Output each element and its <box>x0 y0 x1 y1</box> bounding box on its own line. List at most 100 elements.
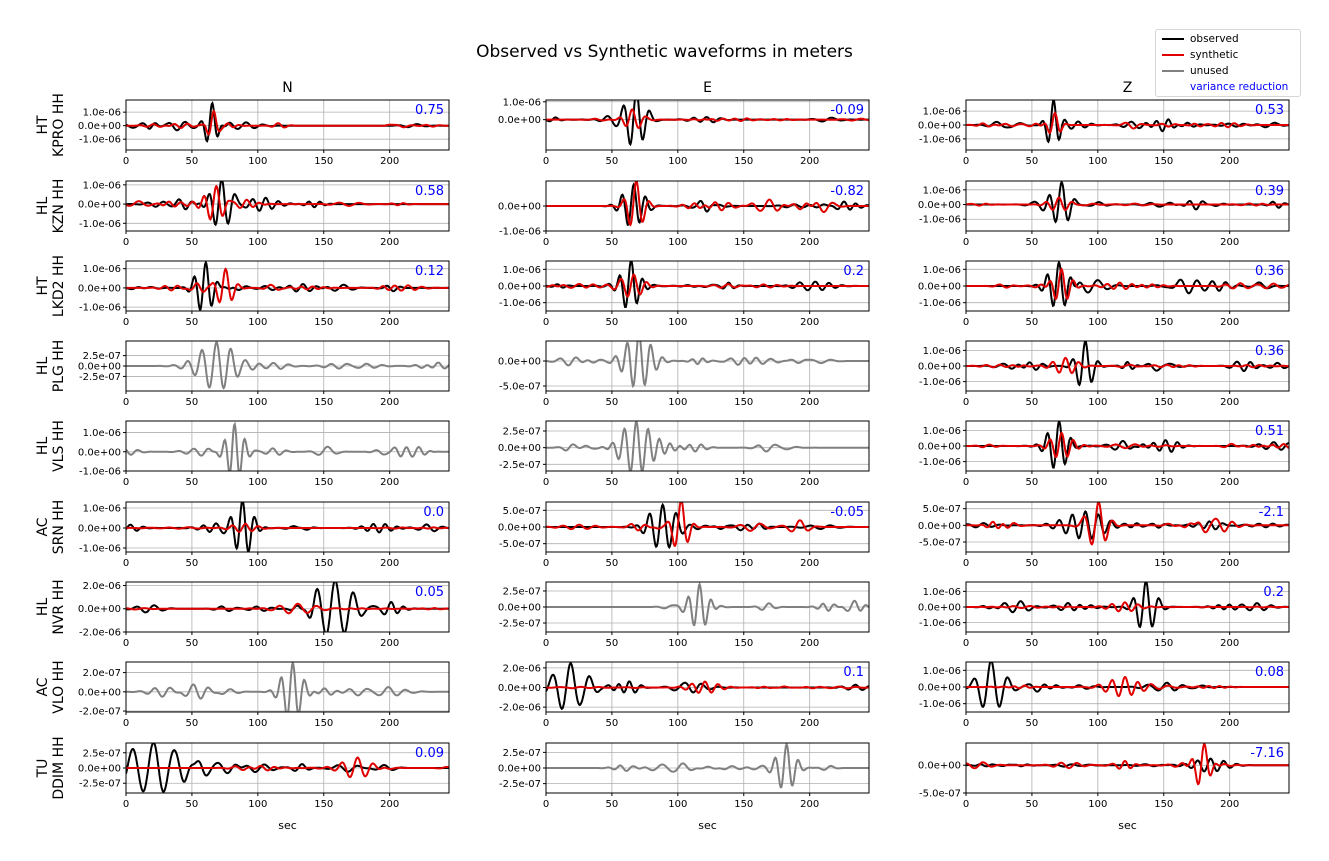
x-tick-label: 150 <box>734 638 753 649</box>
x-tick-label: 0 <box>123 638 129 649</box>
x-tick-label: 100 <box>668 638 687 649</box>
x-tick-label: 100 <box>668 156 687 167</box>
x-tick-label: 100 <box>248 397 267 408</box>
y-tick-label: 0.0e+00 <box>918 362 961 373</box>
y-tick-label: 0.0e+00 <box>918 282 961 293</box>
x-tick-label: 100 <box>248 477 267 488</box>
x-tick-label: 150 <box>1154 156 1173 167</box>
y-tick-label: 0.0e+00 <box>78 447 121 458</box>
x-tick-label: 50 <box>186 799 199 810</box>
y-tick-label: 1.0e-06 <box>923 185 961 196</box>
x-tick-label: 150 <box>1154 638 1173 649</box>
synthetic-waveform <box>546 181 869 227</box>
x-tick-label: 200 <box>1220 477 1239 488</box>
x-tick-label: 200 <box>800 799 819 810</box>
y-tick-label: -1.0e-06 <box>919 618 961 629</box>
x-tick-label: 200 <box>380 558 399 569</box>
x-tick-label: 0 <box>123 317 129 328</box>
x-tick-label: 50 <box>186 477 199 488</box>
y-tick-label: 1.0e-06 <box>923 587 961 598</box>
x-tick-label: 150 <box>314 237 333 248</box>
synthetic-waveform <box>126 267 449 304</box>
x-tick-label: 100 <box>668 237 687 248</box>
x-tick-label: 50 <box>606 558 619 569</box>
synthetic-waveform <box>546 273 869 298</box>
station-name-label: VLO HH <box>51 660 67 713</box>
y-tick-label: 0.0e+00 <box>78 200 121 211</box>
panel-7-n-frame <box>125 661 450 713</box>
x-tick-label: 50 <box>606 638 619 649</box>
x-tick-label: 150 <box>734 237 753 248</box>
x-tick-label: 200 <box>1220 638 1239 649</box>
y-tick-label: 5.0e-07 <box>923 504 961 515</box>
variance-reduction-value: -0.82 <box>830 184 864 199</box>
x-tick-label: 200 <box>800 237 819 248</box>
variance-reduction-value: -2.1 <box>1259 505 1284 520</box>
synthetic-waveform <box>966 502 1289 546</box>
x-tick-label: 200 <box>1220 718 1239 729</box>
x-tick-label: 50 <box>606 718 619 729</box>
x-tick-label: 100 <box>248 638 267 649</box>
station-label-kpro: HT KPRO HH <box>35 93 67 157</box>
x-tick-label: 0 <box>543 156 549 167</box>
x-tick-label: 0 <box>963 558 969 569</box>
y-tick-label: -1.0e-06 <box>79 544 121 555</box>
station-name-label: PLG HH <box>51 340 67 393</box>
unused-waveform <box>546 582 869 627</box>
observed-waveform <box>126 181 449 227</box>
x-tick-label: 200 <box>380 477 399 488</box>
x-tick-label: 0 <box>543 558 549 569</box>
legend-line-observed <box>1162 38 1184 40</box>
x-tick-label: 100 <box>1088 397 1107 408</box>
variance-reduction-value: 0.58 <box>415 184 444 199</box>
legend-line-synthetic <box>1162 54 1184 56</box>
x-tick-label: 200 <box>1220 237 1239 248</box>
x-tick-label: 100 <box>1088 558 1107 569</box>
synthetic-waveform <box>966 267 1289 301</box>
station-label-vlo: AC VLO HH <box>35 660 67 713</box>
y-tick-label: -2.0e-07 <box>79 707 121 718</box>
station-name-label: VLS HH <box>51 420 67 472</box>
y-tick-label: 1.0e-06 <box>503 97 541 108</box>
synthetic-waveform <box>126 184 449 221</box>
x-tick-label: 150 <box>314 638 333 649</box>
observed-waveform <box>126 261 449 311</box>
x-tick-label: 150 <box>314 558 333 569</box>
observed-waveform <box>966 181 1289 224</box>
y-tick-label: -5.0e-07 <box>499 382 541 393</box>
unused-waveform <box>126 662 449 712</box>
x-tick-label: 50 <box>606 156 619 167</box>
station-net-label: HL <box>35 437 51 456</box>
column-title-n: N <box>282 80 292 96</box>
x-tick-label: 100 <box>248 799 267 810</box>
x-tick-label: 150 <box>1154 799 1173 810</box>
x-tick-label: 0 <box>963 477 969 488</box>
y-tick-label: -1.0e-06 <box>79 303 121 314</box>
y-tick-label: -2.5e-07 <box>79 372 121 383</box>
variance-reduction-value: 0.08 <box>1255 665 1284 680</box>
x-tick-label: 150 <box>314 718 333 729</box>
column-title-e: E <box>703 80 712 96</box>
y-tick-label: 1.0e-06 <box>923 346 961 357</box>
synthetic-waveform <box>966 431 1289 459</box>
x-tick-label: 0 <box>543 799 549 810</box>
x-tick-label: 200 <box>800 718 819 729</box>
y-tick-label: 0.0e+00 <box>918 683 961 694</box>
x-tick-label: 50 <box>1026 638 1039 649</box>
x-tick-label: 50 <box>186 156 199 167</box>
x-tick-label: 150 <box>314 477 333 488</box>
x-tick-label: 50 <box>186 638 199 649</box>
station-net-label: HL <box>35 197 51 216</box>
x-tick-label: 50 <box>1026 799 1039 810</box>
x-tick-label: 0 <box>123 558 129 569</box>
x-tick-label: 200 <box>380 317 399 328</box>
panel-5-z-frame <box>965 501 1290 553</box>
y-tick-label: 0.0e+00 <box>498 282 541 293</box>
synthetic-waveform <box>966 601 1289 613</box>
station-name-label: SRN HH <box>51 500 67 555</box>
x-tick-label: 50 <box>186 718 199 729</box>
x-tick-label: 100 <box>1088 477 1107 488</box>
x-tick-label: 200 <box>380 156 399 167</box>
y-tick-label: 5.0e-07 <box>503 506 541 517</box>
x-tick-label: 200 <box>1220 317 1239 328</box>
